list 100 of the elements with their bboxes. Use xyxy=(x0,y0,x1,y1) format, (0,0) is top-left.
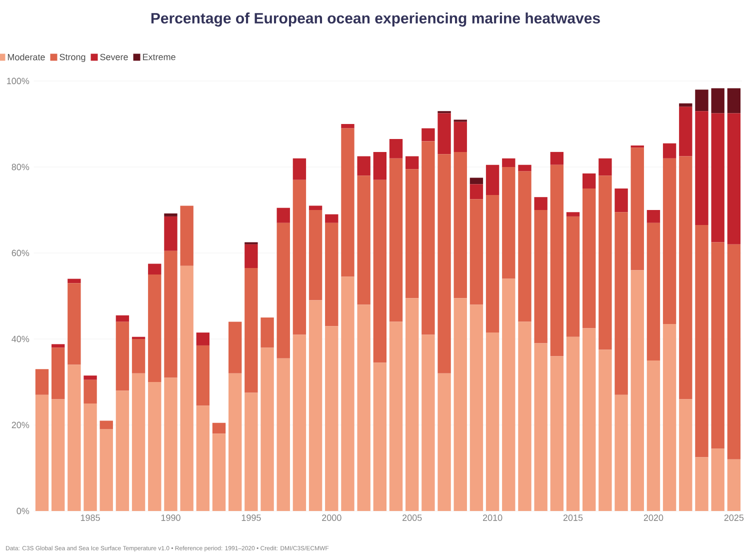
bar xyxy=(357,156,370,176)
bar xyxy=(212,434,226,511)
bar xyxy=(534,210,548,344)
bar xyxy=(292,334,306,511)
bar xyxy=(35,394,49,511)
x-tick-label: 1995 xyxy=(242,514,261,521)
bar xyxy=(727,244,741,460)
bar xyxy=(180,206,194,266)
bar xyxy=(84,380,97,404)
bar xyxy=(373,152,387,180)
y-tick-label: 0% xyxy=(16,508,30,514)
bar xyxy=(470,184,484,200)
bar xyxy=(695,111,708,226)
bar xyxy=(244,268,258,393)
bar xyxy=(422,128,435,142)
bar xyxy=(406,298,419,511)
bar xyxy=(325,214,338,223)
bar xyxy=(180,266,194,511)
bar xyxy=(148,274,162,382)
bar xyxy=(454,122,467,152)
bar xyxy=(422,141,435,335)
bar xyxy=(486,194,500,333)
bar xyxy=(582,328,596,511)
x-tick-label: 2015 xyxy=(563,514,583,521)
bar xyxy=(646,360,660,511)
bar xyxy=(406,169,419,298)
legend-label: Extreme xyxy=(143,54,176,60)
bar xyxy=(662,143,676,158)
bar xyxy=(502,278,516,511)
bar xyxy=(357,176,370,305)
bar xyxy=(679,106,692,156)
bar xyxy=(68,364,81,511)
bar xyxy=(341,124,354,128)
bar xyxy=(196,332,210,346)
bar xyxy=(727,113,741,244)
bar xyxy=(148,382,162,511)
bar xyxy=(406,156,419,170)
bar xyxy=(518,322,532,511)
bar xyxy=(679,156,692,400)
bar xyxy=(357,304,370,511)
bar xyxy=(711,113,724,242)
bar xyxy=(341,276,354,511)
bar xyxy=(244,392,258,511)
bar xyxy=(244,244,258,268)
bar xyxy=(470,199,484,305)
bar xyxy=(116,322,130,391)
bar xyxy=(598,158,612,176)
bar xyxy=(630,148,644,270)
legend-label: Severe xyxy=(100,54,128,60)
bar xyxy=(373,180,387,363)
bar xyxy=(389,139,403,158)
y-tick-label: 60% xyxy=(12,250,30,256)
chart-title: Percentage of European ocean experiencing marine heatwaves xyxy=(151,12,600,27)
bar xyxy=(630,145,644,148)
x-tick-label: 1985 xyxy=(80,514,100,521)
bar xyxy=(646,222,660,360)
bar xyxy=(550,356,564,511)
bar xyxy=(308,300,322,511)
y-tick-label: 40% xyxy=(12,336,30,342)
bar xyxy=(518,164,532,172)
bar xyxy=(325,326,338,511)
bar xyxy=(228,322,242,374)
x-tick-label: 2020 xyxy=(644,514,664,521)
y-tick-label: 20% xyxy=(12,422,30,428)
bar xyxy=(292,180,306,335)
bar xyxy=(196,345,210,406)
bar xyxy=(51,344,65,348)
bar xyxy=(454,152,467,298)
bar xyxy=(646,210,660,223)
bar xyxy=(325,222,338,326)
bar xyxy=(438,113,451,154)
bar xyxy=(132,373,146,511)
bar xyxy=(566,216,580,337)
bar xyxy=(582,173,596,188)
x-tick-label: 2010 xyxy=(482,514,502,521)
bar xyxy=(100,429,113,511)
bar xyxy=(196,406,210,511)
bar xyxy=(164,250,178,378)
bar xyxy=(614,394,628,511)
bar xyxy=(679,399,692,511)
bar xyxy=(212,422,226,434)
legend-label: Strong xyxy=(60,54,86,62)
bar xyxy=(276,208,290,223)
bar xyxy=(51,399,65,511)
bar xyxy=(438,154,451,374)
bar xyxy=(711,242,724,449)
bar xyxy=(164,213,178,216)
bar xyxy=(35,369,49,395)
x-tick-label: 1990 xyxy=(161,514,180,521)
bar xyxy=(695,457,708,511)
legend-label: Moderate xyxy=(8,54,45,60)
bar xyxy=(518,171,532,322)
bar xyxy=(566,336,580,511)
bar xyxy=(116,390,130,511)
bar xyxy=(100,420,113,430)
bar xyxy=(276,222,290,358)
bar xyxy=(308,206,322,210)
bar xyxy=(260,348,274,511)
bar xyxy=(711,448,724,511)
bar xyxy=(598,176,612,350)
